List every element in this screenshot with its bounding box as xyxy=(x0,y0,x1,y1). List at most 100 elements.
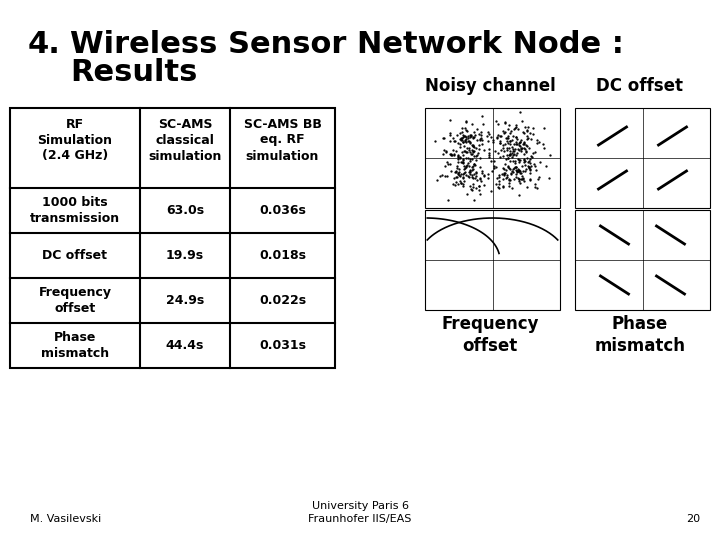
Point xyxy=(448,151,459,160)
Point xyxy=(452,168,464,177)
Point xyxy=(460,163,472,171)
Point xyxy=(518,149,530,158)
Point xyxy=(464,168,475,177)
Point xyxy=(483,144,495,153)
Point xyxy=(495,132,506,140)
Point xyxy=(464,147,476,156)
Point xyxy=(513,166,524,174)
Point xyxy=(476,167,487,176)
Point xyxy=(459,137,471,146)
Point xyxy=(454,139,466,148)
Point xyxy=(518,144,530,152)
Point xyxy=(431,176,443,185)
Point xyxy=(456,179,467,187)
Point xyxy=(483,130,495,139)
Point xyxy=(453,152,464,161)
Point xyxy=(531,184,542,193)
Point xyxy=(463,145,474,154)
Bar xyxy=(575,210,710,310)
Point xyxy=(454,153,466,161)
Point xyxy=(452,151,464,160)
Text: M. Vasilevski: M. Vasilevski xyxy=(30,514,102,524)
Point xyxy=(468,147,480,156)
Point xyxy=(479,181,490,190)
Point xyxy=(474,141,485,150)
Point xyxy=(472,176,483,184)
Point xyxy=(523,164,535,173)
Point xyxy=(499,170,510,178)
Point xyxy=(504,176,516,184)
Point xyxy=(460,170,472,179)
Text: SC-AMS
classical
simulation: SC-AMS classical simulation xyxy=(148,118,222,163)
Point xyxy=(491,174,503,183)
Point xyxy=(503,133,514,142)
Point xyxy=(468,160,480,168)
Point xyxy=(519,123,531,131)
Text: University Paris 6
Fraunhofer IIS/EAS: University Paris 6 Fraunhofer IIS/EAS xyxy=(308,501,412,524)
Point xyxy=(447,180,459,188)
Point xyxy=(513,165,524,174)
Point xyxy=(466,165,477,174)
Point xyxy=(487,138,499,147)
Point xyxy=(505,150,516,159)
Point xyxy=(512,135,523,144)
Point xyxy=(483,151,495,160)
Point xyxy=(503,144,514,152)
Point xyxy=(475,177,487,185)
Point xyxy=(510,122,521,131)
Point xyxy=(474,154,486,163)
Point xyxy=(504,137,516,145)
Point xyxy=(503,163,514,171)
Point xyxy=(467,141,479,150)
Point xyxy=(538,139,549,148)
Point xyxy=(474,174,485,183)
Point xyxy=(521,132,533,140)
Point xyxy=(462,127,473,136)
Point xyxy=(521,183,533,191)
Point xyxy=(516,144,528,152)
Point xyxy=(515,156,526,164)
Point xyxy=(457,138,469,147)
Bar xyxy=(10,108,335,368)
Point xyxy=(498,147,510,156)
Point xyxy=(519,145,531,153)
Point xyxy=(477,169,488,178)
Point xyxy=(481,132,492,140)
Point xyxy=(508,150,520,158)
Point xyxy=(529,183,541,192)
Point xyxy=(512,144,523,153)
Point xyxy=(531,139,542,147)
Point xyxy=(515,108,526,117)
Point xyxy=(453,155,464,164)
Point xyxy=(511,148,523,157)
Text: 20: 20 xyxy=(686,514,700,524)
Point xyxy=(504,140,516,149)
Point xyxy=(501,146,513,155)
Point xyxy=(521,147,532,156)
Point xyxy=(506,152,518,161)
Point xyxy=(538,124,549,133)
Point xyxy=(461,161,472,170)
Point xyxy=(523,163,535,172)
Point xyxy=(467,141,479,150)
Point xyxy=(510,139,522,148)
Point xyxy=(500,174,512,183)
Point xyxy=(513,167,524,176)
Point xyxy=(458,147,469,156)
Point xyxy=(464,138,476,147)
Point xyxy=(474,174,486,183)
Point xyxy=(534,138,545,146)
Point xyxy=(514,141,526,150)
Point xyxy=(513,166,524,175)
Point xyxy=(512,174,523,183)
Point xyxy=(476,111,487,120)
Point xyxy=(464,166,476,174)
Point xyxy=(513,141,525,150)
Point xyxy=(501,170,513,179)
Text: 44.4s: 44.4s xyxy=(166,339,204,352)
Point xyxy=(528,160,540,168)
Point xyxy=(468,152,480,160)
Point xyxy=(523,154,535,163)
Point xyxy=(504,165,516,173)
Point xyxy=(498,152,509,160)
